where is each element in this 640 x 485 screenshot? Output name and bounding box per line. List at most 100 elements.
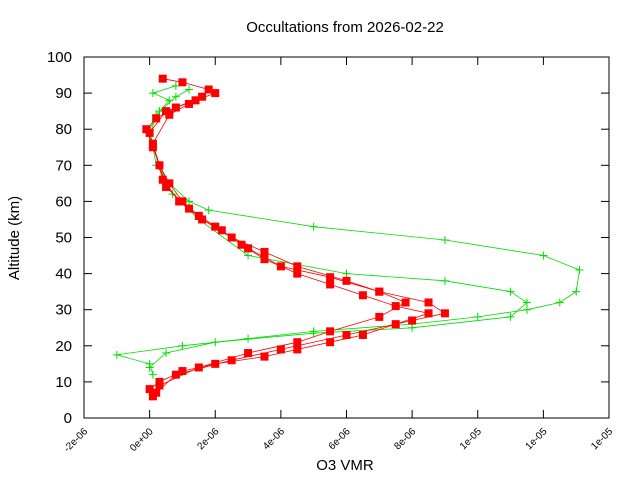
point [506,312,515,321]
x-axis-label: O3 VMR [316,457,374,474]
point [145,128,154,137]
y-tick-label: 30 [55,302,72,319]
point [276,262,285,271]
y-tick-label: 20 [55,338,72,355]
point [244,349,253,358]
x-tick-label: 2e-06 [196,426,222,452]
point [244,244,253,253]
point [145,385,154,394]
point [293,262,302,271]
x-tick-label: 4e-06 [261,426,287,452]
point [326,327,335,336]
point [227,356,236,365]
point [165,110,174,119]
point [401,298,410,307]
y-tick-label: 80 [55,121,72,138]
x-tick-label: 1e-05 [458,426,484,452]
profile-line [152,103,407,386]
y-tick-label: 70 [55,157,72,174]
point [342,330,351,339]
point [440,276,449,285]
point [178,78,187,87]
point [178,367,187,376]
point [152,388,161,397]
point [198,92,207,101]
point [522,305,531,314]
point [424,309,433,318]
point [171,92,180,101]
point [211,89,220,98]
point [342,269,351,278]
point [211,359,220,368]
point [572,287,581,296]
profile-line [145,78,431,397]
point [194,363,203,372]
point [375,312,384,321]
point [185,85,193,94]
point [309,222,318,231]
point [145,363,154,372]
point [575,265,584,274]
y-tick-label: 90 [55,85,72,102]
point [342,276,351,285]
x-tick-label: 1e-05 [524,426,550,452]
point [112,350,121,359]
point [375,287,384,296]
x-tick-label: 8e-06 [392,426,418,452]
point [185,204,193,213]
point [326,338,335,347]
point [171,370,180,379]
point [506,287,515,296]
point [424,298,433,307]
point [293,345,302,354]
point [276,345,285,354]
point [158,175,167,184]
point [175,197,184,206]
y-axis-label: Altitude (km) [6,196,23,280]
point [158,74,167,83]
point [155,381,164,390]
point [473,312,482,321]
point [326,273,335,282]
point [191,96,200,105]
point [217,226,226,235]
point [148,89,157,98]
y-tick-label: 50 [55,230,72,247]
point [391,302,400,311]
point [244,251,253,260]
y-tick-label: 60 [55,193,72,210]
point [162,349,171,358]
point [522,298,531,307]
point [162,182,171,191]
point [539,251,548,260]
point [152,114,161,123]
point [440,236,449,245]
point [211,222,220,231]
point [309,329,318,338]
point [237,240,246,249]
point [185,99,193,108]
point [555,298,564,307]
point [198,215,207,224]
y-tick-label: 0 [64,410,72,427]
x-tick-label: -2e-06 [62,426,91,455]
y-tick-label: 100 [47,49,72,66]
point [260,247,269,256]
point [148,139,157,148]
point [204,85,213,94]
point [260,352,269,361]
point [358,330,367,339]
point [178,341,187,350]
y-tick-label: 40 [55,266,72,283]
x-tick-label: 1e-05 [589,426,615,452]
x-tick-label: 6e-06 [327,426,353,452]
y-tick-label: 10 [55,374,72,391]
point [148,370,157,379]
point [293,338,302,347]
point [204,206,213,215]
chart-title: Occultations from 2026-02-22 [246,19,444,36]
point [440,309,449,318]
point [293,269,302,278]
point [211,338,220,347]
